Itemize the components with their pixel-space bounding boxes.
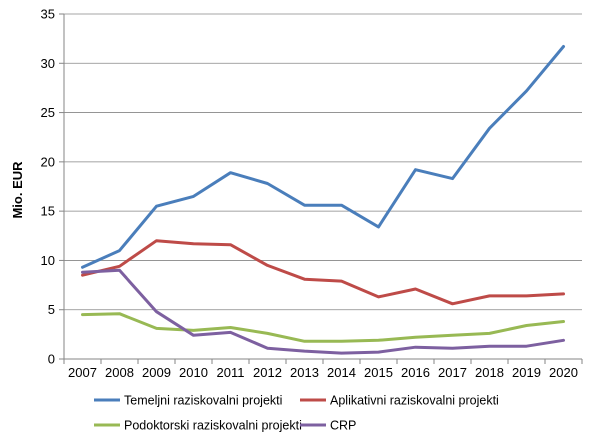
y-tick-label: 35 <box>41 7 55 22</box>
series-line-4 <box>81 268 565 355</box>
y-tick-label: 15 <box>41 204 55 219</box>
x-tick-label: 2007 <box>68 365 97 380</box>
legend-label: Podoktorski raziskovalni projekti <box>124 419 302 433</box>
y-tick-label: 5 <box>48 302 55 317</box>
y-tick-label: 20 <box>41 154 55 169</box>
legend-label: Temeljni raziskovalni projekti <box>124 394 282 408</box>
x-axis-ticks: 2007 2008 2009 2010 2011 2012 2013 2014 2015 2016… <box>63 359 583 380</box>
y-axis-ticks: 0 5 10 15 20 25 30 35 <box>41 7 64 367</box>
legend-label: Aplikativni raziskovalni projekti <box>330 394 499 408</box>
x-tick-label: 2018 <box>475 365 504 380</box>
series-lines <box>81 45 565 355</box>
x-tick-label: 2013 <box>290 365 319 380</box>
x-tick-label: 2010 <box>179 365 208 380</box>
x-tick-label: 2020 <box>549 365 578 380</box>
gridlines <box>64 13 582 311</box>
axes <box>63 14 582 360</box>
legend: Temeljni raziskovalni projekti Aplikativn… <box>94 394 499 433</box>
x-tick-label: 2009 <box>142 365 171 380</box>
x-tick-label: 2012 <box>253 365 282 380</box>
y-tick-label: 25 <box>41 105 55 120</box>
series-line-1 <box>81 45 565 269</box>
legend-label: CRP <box>330 419 356 433</box>
y-tick-label: 10 <box>41 253 55 268</box>
series-line-3 <box>81 312 565 343</box>
series-line-2 <box>81 239 565 306</box>
x-tick-label: 2016 <box>401 365 430 380</box>
x-tick-label: 2015 <box>364 365 393 380</box>
x-tick-label: 2017 <box>438 365 467 380</box>
x-tick-label: 2011 <box>217 365 245 380</box>
x-tick-label: 2014 <box>327 365 356 380</box>
y-tick-label: 0 <box>48 352 55 367</box>
y-tick-label: 30 <box>41 56 55 71</box>
y-axis-label: Mio. EUR <box>10 161 25 219</box>
x-tick-label: 2019 <box>512 365 541 380</box>
x-tick-label: 2008 <box>105 365 134 380</box>
